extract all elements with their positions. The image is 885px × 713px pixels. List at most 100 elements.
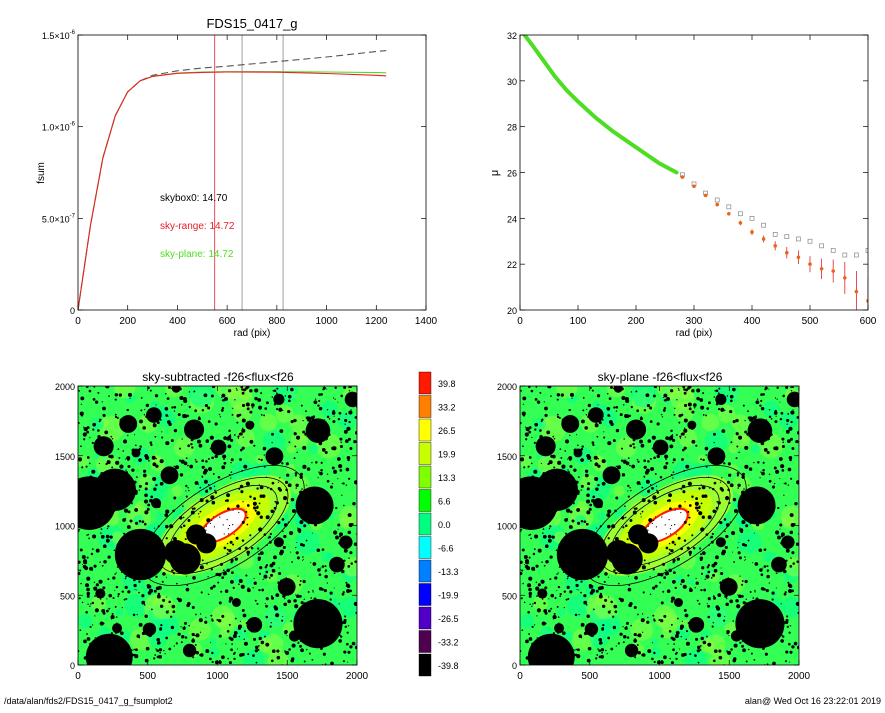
mask-dot [270, 509, 275, 514]
mask-dot [608, 420, 613, 424]
mask-dot [676, 399, 678, 401]
y-tick-label: 28 [507, 123, 517, 133]
mask-dot [102, 586, 106, 590]
mask-dot [696, 396, 700, 401]
mask-dot [194, 634, 196, 637]
mask-dot [528, 594, 532, 598]
mask-dot [108, 607, 111, 610]
mask-dot [592, 495, 596, 499]
mask-dot [313, 400, 318, 405]
mask-dot [328, 418, 331, 420]
mask-dot [672, 648, 675, 652]
mask-dot [783, 592, 787, 596]
mask-dot [712, 622, 714, 624]
mask-dot [797, 645, 799, 650]
mask-dot [719, 521, 723, 525]
mask-dot [541, 418, 544, 421]
mask-dot [256, 511, 261, 516]
mask-dot [270, 595, 273, 598]
mask-dot [557, 585, 561, 589]
mask-dot [682, 584, 687, 589]
mask-dot [237, 435, 240, 438]
mask-dot [155, 648, 157, 650]
mask-dot [275, 408, 279, 411]
mask-dot [78, 421, 80, 425]
mask-dot [336, 457, 341, 461]
data-point [819, 266, 824, 271]
mask-dot [643, 408, 647, 412]
y-tick-label: 2000 [497, 382, 517, 392]
mask-dot [132, 613, 136, 617]
mask-dot [94, 595, 96, 597]
mask-dot [787, 413, 790, 415]
panel2-ylabel: μ [489, 170, 501, 176]
mask-dot [227, 507, 230, 511]
mask-dot [144, 487, 148, 491]
mask-dot [672, 571, 676, 575]
mask-dot [585, 413, 588, 416]
mask-dot [651, 522, 653, 524]
mask-dot [337, 417, 341, 421]
mask-dot [246, 407, 250, 411]
mask-dot [234, 557, 238, 561]
noise-patch [135, 500, 146, 511]
mask-dot [587, 455, 592, 460]
mask-dot [633, 507, 637, 510]
mask-dot [532, 552, 536, 556]
mask-dot [607, 414, 611, 417]
mask-dot [133, 583, 137, 588]
mask-dot [649, 484, 652, 486]
mask-dot [95, 548, 100, 553]
mask-dot [324, 565, 327, 568]
mask-dot [720, 488, 724, 492]
mask-dot [232, 543, 235, 546]
mask-dot [656, 422, 660, 426]
mask-dot [736, 604, 741, 609]
mask-dot [345, 484, 348, 486]
x-tick-label: 0 [517, 316, 523, 327]
mask-dot [524, 563, 526, 565]
mask-dot [785, 386, 789, 389]
mask-dot [768, 582, 771, 584]
mask-dot [613, 569, 616, 572]
mask-dot [784, 482, 787, 485]
mask-dot [148, 459, 150, 462]
mask-dot [209, 522, 211, 524]
mask-dot [144, 493, 148, 498]
mask-dot [779, 528, 781, 530]
mask-dot [346, 456, 351, 460]
mask-dot [641, 613, 644, 615]
mask-dot [346, 642, 349, 646]
mask-disk [781, 535, 795, 549]
mask-dot [575, 583, 579, 588]
mask-dot [343, 386, 347, 389]
panel4-image [520, 386, 799, 665]
mask-dot [156, 641, 160, 645]
mask-dot [780, 532, 785, 537]
mask-dot [716, 606, 721, 611]
mask-dot [575, 653, 578, 657]
square-point [749, 215, 755, 221]
mask-dot [650, 467, 655, 471]
mask-dot [341, 592, 345, 596]
mask-dot [238, 511, 240, 514]
mask-dot [282, 530, 284, 533]
mask-dot [732, 387, 736, 392]
mask-dot [594, 476, 599, 481]
mask-dot [265, 597, 269, 601]
mask-dot [257, 648, 260, 651]
mask-dot [587, 403, 592, 408]
mask-dot [632, 442, 635, 446]
mask-dot [701, 551, 706, 556]
mask-dot [100, 532, 102, 534]
mask-dot [342, 482, 345, 485]
mask-dot [79, 569, 82, 572]
mask-dot [589, 591, 594, 595]
mask-dot [586, 487, 590, 491]
mask-dot [669, 444, 674, 449]
mask-dot [728, 473, 732, 477]
mask-dot [278, 407, 283, 412]
aperture-ellipse [157, 477, 289, 574]
mask-dot [102, 413, 106, 417]
mask-dot [111, 438, 114, 440]
